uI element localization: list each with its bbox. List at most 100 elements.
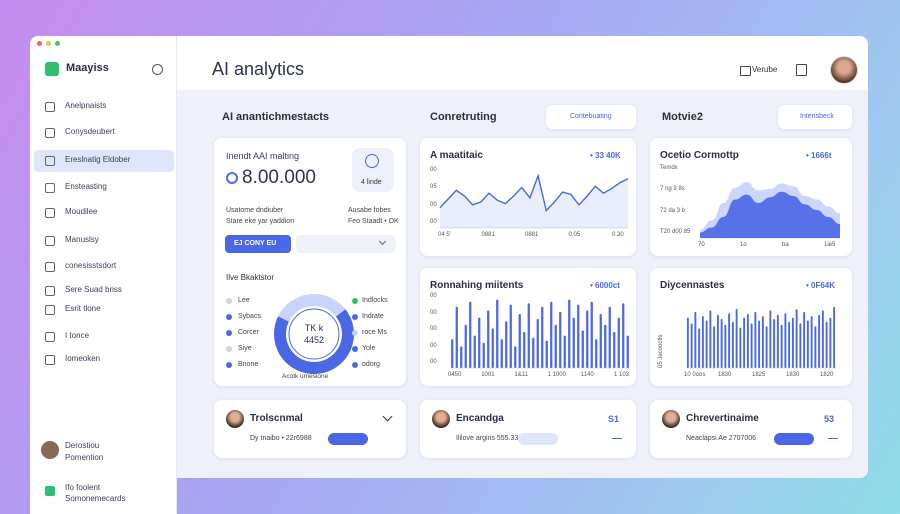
- y-label: 00: [430, 359, 437, 365]
- x-label: 1 103: [614, 372, 630, 378]
- person-detail: Ililove argins 555.3349: [456, 435, 527, 442]
- nav-icon: [45, 332, 55, 342]
- bar: [514, 346, 517, 368]
- legend-dot: [226, 362, 232, 368]
- bar: [586, 310, 589, 368]
- chart-badge: • 6000ct: [590, 281, 620, 290]
- bar: [518, 314, 521, 368]
- bar: [505, 321, 508, 368]
- nav-item[interactable]: Conysdeubert: [65, 127, 115, 136]
- nav-item[interactable]: Sere Suad briss: [65, 285, 122, 294]
- badge-underline: [828, 438, 838, 439]
- bar: [568, 299, 571, 368]
- button-label[interactable]: EJ CONY EU: [234, 240, 277, 247]
- bar: [460, 346, 463, 368]
- x-label: 0881: [481, 232, 495, 238]
- bar: [806, 320, 809, 368]
- footer-icon: [45, 486, 55, 496]
- person-avatar: [226, 410, 244, 428]
- chart-badge: • 33 40K: [590, 151, 621, 160]
- bar: [491, 328, 494, 368]
- nav-item[interactable]: Manuslsy: [65, 235, 99, 244]
- y-label: 00: [430, 201, 437, 208]
- nav-item[interactable]: Moudilee: [65, 207, 98, 216]
- page-title: AI analytics: [212, 59, 305, 79]
- legend-label: Bnone: [238, 361, 259, 368]
- filter-button[interactable]: [546, 105, 636, 129]
- bar: [617, 317, 620, 368]
- chart: TK k 4452: [274, 294, 354, 374]
- filter-button[interactable]: [778, 105, 852, 129]
- bar: [709, 310, 712, 368]
- legend-label: Sybacs: [238, 313, 261, 320]
- chart: [700, 182, 840, 239]
- y-label: 00: [430, 309, 437, 316]
- chart-title: A maatitaic: [430, 150, 483, 161]
- profile-avatar[interactable]: [830, 56, 858, 84]
- x-label: 1001: [481, 372, 495, 378]
- bar: [686, 317, 689, 368]
- x-label: 1 1000: [547, 372, 566, 378]
- x-label: 1140: [580, 372, 594, 378]
- primary-button[interactable]: [225, 235, 291, 253]
- bar: [500, 339, 503, 368]
- x-label: 1830: [718, 372, 732, 378]
- notification-icon[interactable]: [796, 64, 807, 76]
- bar: [765, 326, 768, 368]
- nav-item[interactable]: Esrit tlone: [65, 304, 101, 313]
- y-label: 05: [430, 184, 437, 191]
- caption: Usatome dndiuber: [226, 207, 284, 214]
- x-label: ba: [782, 242, 789, 248]
- donut-segment: [278, 294, 346, 322]
- section-title: AI anantichmestacts: [222, 111, 329, 123]
- bar: [595, 339, 598, 368]
- person-avatar: [432, 410, 450, 428]
- legend-dot: [226, 330, 232, 336]
- filter-label[interactable]: Intensbeck: [800, 113, 834, 120]
- bar: [577, 304, 580, 368]
- action-icon: [740, 66, 751, 76]
- person-badge: 53: [824, 414, 835, 424]
- filter-label[interactable]: Contebuating: [570, 113, 612, 120]
- action-button[interactable]: Verube: [752, 65, 778, 74]
- legend-label: Siye: [238, 345, 252, 352]
- y-label: 7 ng 9 8s: [660, 186, 685, 193]
- bar: [536, 319, 539, 368]
- x-label: 70: [698, 242, 705, 248]
- legend-label: Lee: [238, 297, 250, 304]
- x-label: 1830: [786, 372, 800, 378]
- bar: [705, 320, 708, 368]
- user-avatar: [41, 441, 59, 459]
- bar: [604, 324, 607, 368]
- person-name: Trolscnmal: [250, 413, 303, 424]
- bar: [626, 335, 629, 368]
- donut-segment: [274, 309, 354, 374]
- nav-icon: [45, 355, 55, 365]
- bar: [581, 330, 584, 368]
- bar: [720, 319, 723, 368]
- caption: Feo Staadt • OK: [348, 218, 399, 225]
- nav-item[interactable]: conesisstsdort: [65, 261, 117, 270]
- bar: [590, 301, 593, 368]
- nav-icon: [45, 208, 55, 218]
- bar: [761, 316, 764, 368]
- dropdown[interactable]: [296, 235, 396, 253]
- nav-item[interactable]: Iomeoken: [65, 354, 101, 363]
- donut-center-label: TK k: [305, 323, 324, 333]
- bar: [829, 317, 832, 368]
- nav-item[interactable]: Ensteasting: [65, 182, 107, 191]
- bar: [563, 335, 566, 368]
- bar: [716, 314, 719, 368]
- bar: [776, 314, 779, 368]
- nav-item[interactable]: Anelpnaists: [65, 101, 107, 110]
- donut-center: [288, 308, 340, 360]
- bar: [758, 320, 761, 368]
- x-label: 1820: [820, 372, 834, 378]
- nav-item[interactable]: Ereslnatig Eldober: [65, 155, 131, 164]
- brand-icon[interactable]: [152, 64, 163, 75]
- chart-title: Ocetio Cormottp: [660, 150, 739, 161]
- bar: [728, 313, 731, 368]
- nav-item[interactable]: I tonce: [65, 331, 90, 340]
- person-avatar: [662, 410, 680, 428]
- x-label: 1ie5: [824, 242, 836, 248]
